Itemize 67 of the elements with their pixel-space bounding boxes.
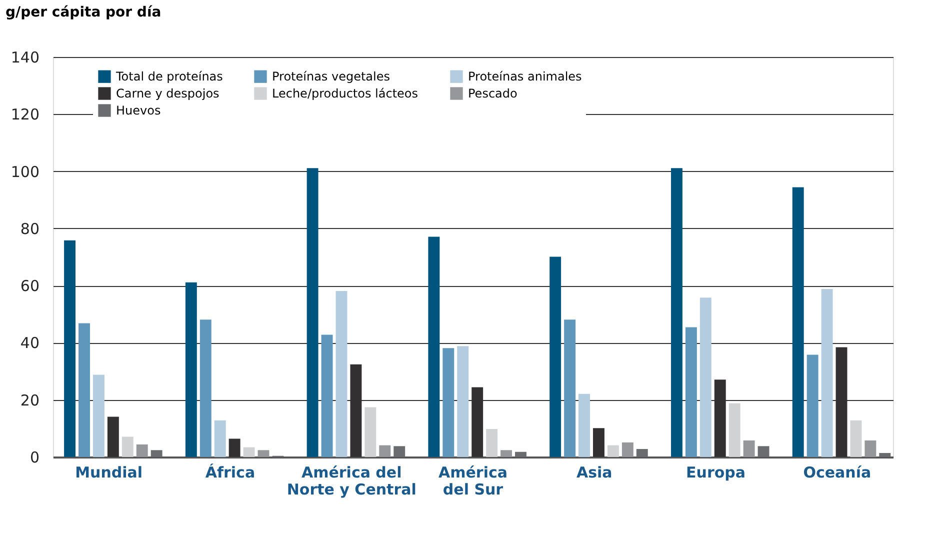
legend-label: Proteínas vegetales — [272, 70, 390, 84]
bar — [607, 445, 619, 457]
legend-label: Huevos — [116, 104, 161, 118]
x-tick-label: África — [205, 464, 256, 482]
y-tick-label: 120 — [10, 106, 40, 124]
bar — [550, 256, 562, 457]
bar — [379, 445, 391, 457]
bar — [821, 289, 833, 457]
legend-label: Pescado — [468, 86, 518, 100]
bar — [670, 168, 682, 457]
bar — [564, 320, 576, 457]
bar — [243, 447, 255, 457]
bar — [185, 282, 197, 457]
bar — [78, 323, 90, 457]
bar — [792, 187, 804, 457]
bar — [306, 168, 318, 457]
bar — [515, 452, 526, 457]
bar — [850, 420, 862, 457]
bar — [864, 440, 876, 457]
y-tick-label: 40 — [20, 334, 40, 352]
y-tick-label: 0 — [30, 448, 40, 466]
bar — [486, 429, 498, 457]
bar — [336, 291, 348, 457]
bar — [214, 420, 226, 457]
bar — [636, 449, 648, 457]
bar — [321, 334, 333, 457]
bar — [758, 446, 770, 457]
bar — [593, 428, 604, 457]
legend-label: Proteínas animales — [468, 70, 582, 84]
legend-label: Leche/productos lácteos — [272, 86, 418, 100]
y-tick-label: 80 — [20, 220, 40, 238]
x-tick-label: América del Norte y Central — [286, 464, 416, 498]
bar — [136, 444, 148, 457]
x-tick-label: Asia — [576, 464, 612, 482]
bar — [879, 453, 891, 457]
bar — [122, 436, 134, 457]
bar — [92, 374, 104, 457]
bar — [107, 416, 119, 457]
bar — [200, 320, 212, 457]
legend-label: Total de proteínas — [115, 70, 223, 84]
bar — [728, 403, 740, 457]
legend-label: Carne y despojos — [116, 86, 220, 100]
bar — [578, 394, 590, 457]
bar — [806, 354, 818, 457]
x-tick-label: Mundial — [75, 464, 143, 482]
bar — [364, 407, 376, 457]
bar — [743, 440, 755, 457]
bar — [700, 298, 712, 457]
bar — [258, 450, 270, 457]
x-tick-label: Europa — [686, 464, 746, 482]
bar — [442, 348, 454, 457]
bar — [457, 346, 469, 457]
y-tick-label: 20 — [20, 391, 40, 410]
bar — [64, 240, 76, 457]
bar — [428, 236, 440, 457]
bar — [150, 450, 162, 457]
bar — [622, 442, 634, 457]
y-tick-label: 140 — [10, 48, 40, 66]
x-tick-label: América del Sur — [438, 464, 508, 498]
y-tick-label: 60 — [20, 277, 40, 296]
bar — [394, 446, 406, 457]
bar — [685, 327, 697, 457]
bar — [228, 438, 240, 457]
bar — [500, 450, 512, 457]
x-tick-label: Oceanía — [803, 464, 872, 482]
y-axis-title: g/per cápita por día — [6, 4, 162, 20]
y-tick-label: 100 — [10, 162, 40, 181]
